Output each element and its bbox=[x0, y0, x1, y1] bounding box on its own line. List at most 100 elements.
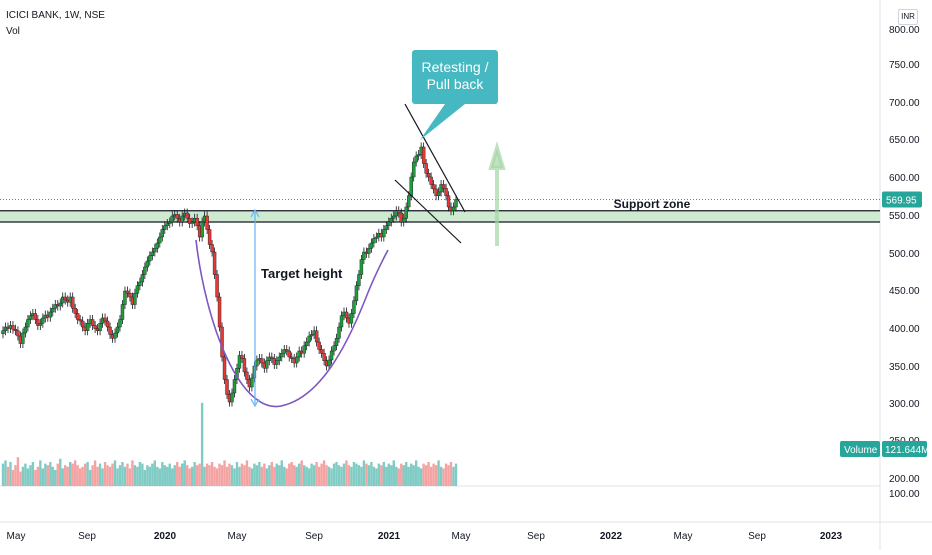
candle bbox=[277, 352, 281, 366]
volume-bar bbox=[434, 465, 438, 486]
candle bbox=[454, 195, 458, 212]
volume-bar bbox=[312, 465, 316, 486]
candle bbox=[382, 225, 386, 242]
candle bbox=[133, 288, 137, 309]
volume-bar bbox=[193, 462, 196, 486]
volume-bar bbox=[106, 465, 109, 486]
volume-bar bbox=[156, 466, 159, 486]
candle bbox=[153, 243, 157, 257]
volume-bar bbox=[355, 463, 358, 486]
time-axis[interactable]: May Sep 2020 May Sep 2021 May Sep 2022 May Sep 2023 bbox=[7, 531, 843, 542]
volume-bar bbox=[293, 465, 296, 486]
candle bbox=[135, 281, 140, 298]
volume-bar bbox=[372, 466, 376, 486]
candle bbox=[90, 315, 95, 330]
volume-bar bbox=[342, 463, 346, 486]
currency-badge[interactable]: INR bbox=[898, 9, 918, 25]
candle bbox=[170, 211, 174, 227]
candle bbox=[414, 151, 418, 167]
candle bbox=[70, 292, 75, 313]
volume-bar bbox=[385, 466, 388, 486]
candle bbox=[36, 315, 40, 330]
volume-bar bbox=[133, 465, 137, 486]
volume-bars bbox=[1, 402, 458, 486]
candle bbox=[314, 326, 319, 347]
time-tick-label: 2021 bbox=[378, 531, 401, 542]
volume-bar bbox=[163, 465, 166, 486]
candle bbox=[165, 219, 169, 231]
volume-bar bbox=[171, 468, 174, 486]
volume-bar bbox=[380, 465, 383, 486]
volume-bar bbox=[397, 468, 400, 486]
candle bbox=[334, 333, 339, 351]
candle bbox=[160, 225, 164, 242]
candle bbox=[260, 354, 264, 368]
candle bbox=[339, 311, 344, 332]
candle bbox=[63, 292, 67, 305]
candle bbox=[115, 322, 120, 338]
volume-bar bbox=[83, 463, 87, 486]
candle bbox=[3, 322, 8, 336]
candle bbox=[230, 388, 234, 407]
candle bbox=[287, 346, 291, 362]
volume-bar bbox=[283, 466, 286, 486]
symbol-title: ICICI BANK, 1W, NSE bbox=[6, 10, 105, 21]
retesting-callout: Retesting / Pull back bbox=[412, 50, 498, 104]
volume-bar bbox=[444, 463, 448, 486]
volume-bar bbox=[337, 465, 341, 486]
price-tick-label: 750.00 bbox=[889, 60, 920, 71]
support-zone-band: Support zone bbox=[0, 197, 880, 223]
volume-bar bbox=[307, 468, 311, 486]
candle bbox=[369, 238, 374, 253]
volume-bar bbox=[360, 466, 363, 486]
volume-bar bbox=[158, 468, 162, 486]
time-tick-label: 2020 bbox=[154, 531, 177, 542]
candle bbox=[416, 150, 421, 161]
volume-bar bbox=[382, 462, 386, 486]
candle bbox=[349, 309, 354, 328]
candle bbox=[190, 217, 194, 228]
volume-bar bbox=[93, 460, 97, 486]
volume-bar bbox=[370, 462, 373, 486]
volume-bar bbox=[21, 466, 25, 486]
volume-bar bbox=[161, 462, 164, 486]
volume-bar bbox=[275, 463, 278, 486]
candle bbox=[431, 180, 436, 194]
volume-bar bbox=[195, 465, 199, 486]
price-tick-label: 500.00 bbox=[889, 249, 920, 260]
candle bbox=[402, 213, 406, 227]
candle bbox=[421, 142, 426, 168]
volume-bar bbox=[16, 457, 20, 486]
volume-bar bbox=[400, 463, 403, 486]
candle bbox=[125, 286, 130, 298]
candle bbox=[51, 303, 55, 317]
candle bbox=[148, 251, 152, 266]
volume-bar bbox=[44, 463, 47, 486]
candle bbox=[85, 318, 90, 336]
volume-indicator-label: Vol bbox=[6, 26, 20, 37]
volume-bar bbox=[417, 466, 420, 486]
volume-bar bbox=[176, 462, 179, 486]
volume-bar bbox=[146, 465, 149, 486]
candle bbox=[11, 321, 15, 334]
drawings: Target height bbox=[195, 103, 506, 408]
volume-bar bbox=[265, 468, 269, 486]
volume-bar bbox=[225, 466, 229, 486]
price-axis[interactable]: 800.00 750.00 700.00 650.00 600.00 550.00 500.… bbox=[840, 25, 929, 500]
candle bbox=[309, 330, 314, 341]
volume-bar bbox=[235, 462, 239, 486]
volume-bar bbox=[454, 463, 458, 486]
volume-bar bbox=[141, 463, 144, 486]
candle bbox=[270, 352, 274, 363]
volume-bar bbox=[297, 463, 301, 486]
candle bbox=[250, 373, 254, 392]
candle bbox=[217, 292, 222, 332]
candle bbox=[75, 309, 80, 324]
volume-bar bbox=[290, 462, 293, 486]
candle bbox=[150, 247, 155, 261]
volume-bar bbox=[302, 465, 306, 486]
volume-bar bbox=[395, 466, 398, 486]
candle bbox=[16, 326, 20, 341]
